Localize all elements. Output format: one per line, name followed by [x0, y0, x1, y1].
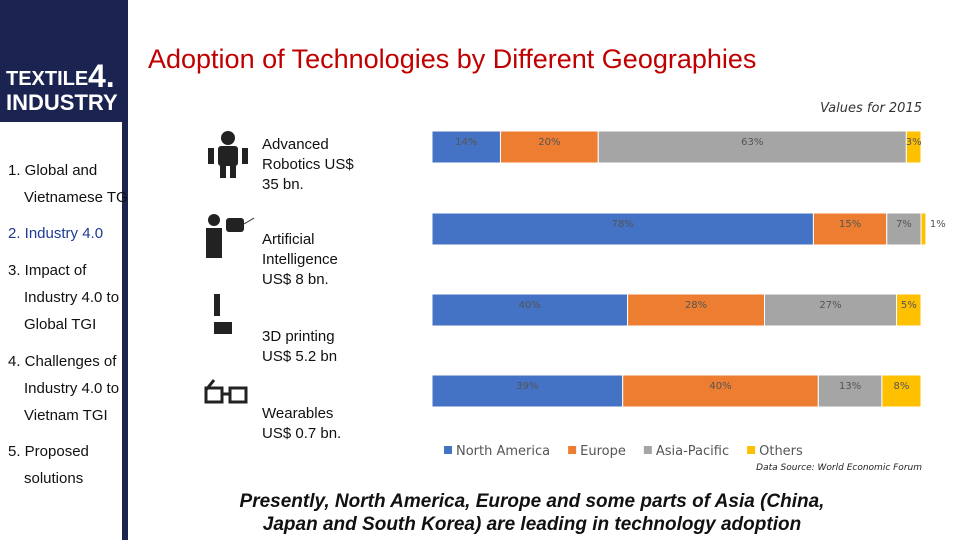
value-label: 40% — [709, 381, 731, 392]
value-label: 3% — [906, 137, 922, 148]
bar-segment — [764, 293, 898, 327]
caption-line: Presently, North America, Europe and som… — [239, 491, 825, 512]
menu-item: 1. Global and — [8, 162, 98, 179]
chart-source: Data Source: World Economic Forum — [756, 463, 922, 473]
menu-item: 5. Proposed — [8, 443, 89, 460]
menu-item: Industry 4.0 to — [24, 289, 120, 306]
menu-item: solutions — [24, 470, 84, 487]
value-label: 78% — [612, 219, 634, 230]
bar-segment — [881, 374, 922, 408]
printer-icon — [214, 294, 232, 334]
value-label: 14% — [455, 137, 477, 148]
value-label: 1% — [930, 219, 946, 230]
logo-text: TEXTILE — [6, 68, 89, 90]
bar-segment — [431, 212, 814, 246]
menu-item: 3. Impact of — [8, 262, 87, 279]
category-label: Advanced Robotics US$ 35 bn. — [262, 136, 354, 193]
menu-item: Industry 4.0 to — [24, 380, 120, 397]
sidebar-strip — [122, 122, 128, 540]
legend-swatch — [568, 446, 577, 454]
menu-item: 2. Industry 4.0 — [8, 225, 104, 242]
robot-icon — [208, 131, 248, 178]
legend-label: Asia-Pacific — [656, 444, 729, 459]
bar-segment — [896, 293, 922, 327]
legend-label: North America — [456, 444, 550, 459]
caption-line: Japan and South Korea) are leading in te… — [262, 514, 802, 535]
category-label: Artificial Intelligence US$ 8 bn. — [262, 231, 338, 288]
bar-segment — [431, 293, 629, 327]
value-label: 40% — [519, 300, 541, 311]
legend-swatch — [643, 446, 652, 454]
caption: Presently, North America, Europe and som… — [0, 490, 960, 536]
value-label: 27% — [819, 300, 841, 311]
category-label: Wearables US$ 0.7 bn. — [262, 405, 342, 442]
bar-segment — [627, 293, 766, 327]
bar-segment — [905, 130, 922, 164]
bar-segment — [812, 212, 888, 246]
value-label: 39% — [516, 381, 538, 392]
legend-swatch — [747, 446, 756, 454]
value-label: 63% — [741, 137, 763, 148]
bar-segment — [817, 374, 883, 408]
logo-text: INDUSTRY — [6, 90, 118, 115]
menu-item: Vietnam TGI — [24, 407, 108, 424]
legend-label: Others — [759, 444, 803, 459]
legend-swatch — [444, 446, 452, 454]
icons — [204, 131, 255, 404]
bar-segment — [920, 212, 927, 246]
menu-item: 4. Challenges of — [8, 353, 117, 370]
glasses-icon — [204, 379, 248, 404]
logo-number: 4. — [88, 58, 115, 94]
bar-segment — [597, 130, 907, 164]
bar-segment — [431, 374, 624, 408]
value-label: 5% — [901, 300, 917, 311]
slide-title: Adoption of Technologies by Different Ge… — [148, 44, 757, 74]
value-label: 20% — [538, 137, 560, 148]
menu-item: Vietnamese TG — [24, 189, 128, 206]
category-label: 3D printing US$ 5.2 bn — [262, 328, 338, 365]
value-label: 8% — [894, 381, 910, 392]
logo-box: TEXTILE 4. INDUSTRY — [0, 0, 128, 122]
value-label: 28% — [685, 300, 707, 311]
value-label: 7% — [896, 219, 912, 230]
value-label: 15% — [839, 219, 861, 230]
ai-icon — [206, 214, 255, 258]
legend-label: Europe — [580, 444, 626, 459]
value-label: 13% — [839, 381, 861, 392]
bar-segment — [622, 374, 819, 408]
chart-subtitle: Values for 2015 — [820, 101, 922, 116]
menu-item: Global TGI — [24, 316, 97, 333]
bar-segment — [431, 130, 501, 164]
